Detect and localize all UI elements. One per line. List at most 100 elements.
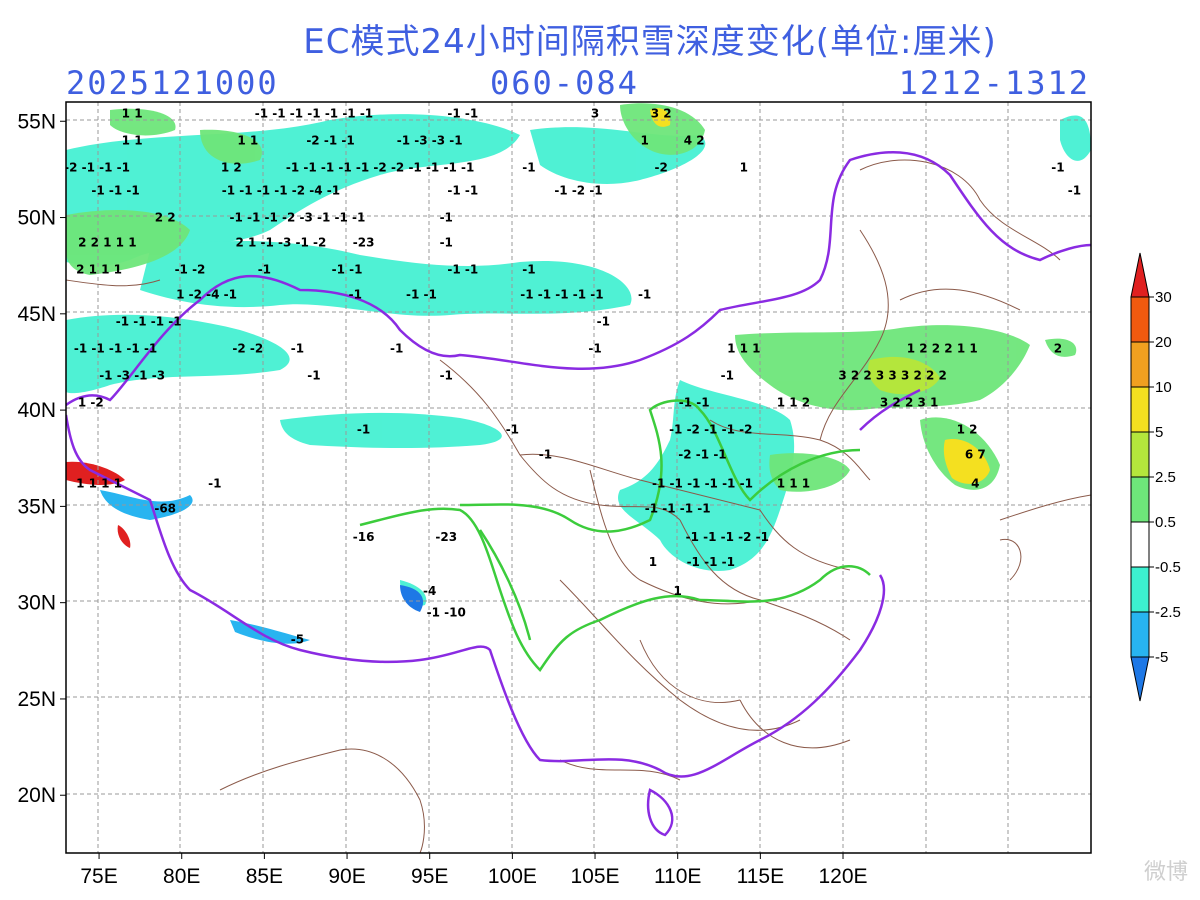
snow-value-label: 6 7: [965, 447, 986, 461]
color-bar-top-arrow: [1130, 252, 1150, 298]
snow-value-label: 1 1 1: [777, 476, 810, 490]
snow-value-label: 1 -2 -4 -1: [176, 288, 237, 302]
color-bar-segment: [1130, 521, 1150, 568]
snow-value-label: -23: [435, 530, 457, 544]
y-tick-label: 35N: [17, 495, 56, 518]
snow-value-label: -23: [353, 236, 375, 250]
snow-increase-heavy: [650, 108, 990, 484]
snow-value-label: 3 -2 -1 -1 -1: [52, 160, 130, 174]
y-tick-label: 55N: [17, 110, 56, 133]
snow-value-label: 3: [591, 107, 599, 121]
forecast-hours: 060-084: [490, 64, 639, 102]
snow-value-label: -1: [1051, 160, 1064, 174]
snow-value-label: -1: [440, 211, 453, 225]
snow-value-label: -1 -1 -1 -1 -2 -4 -1: [222, 184, 340, 198]
snow-value-label: -1 -10: [427, 605, 466, 619]
x-tick-label: 120E: [818, 865, 867, 888]
snow-value-label: -1 -2 -1 -1 -2: [669, 422, 752, 436]
snow-value-label: 4 2: [684, 134, 705, 148]
x-tick-label: 95E: [411, 865, 448, 888]
snow-value-label: -1: [539, 447, 552, 461]
color-bar-segment: [1130, 611, 1150, 658]
snow-value-label: 1 2: [957, 422, 978, 436]
snow-value-label: 1: [740, 160, 748, 174]
color-bar: 30 20 10 5 2.5 0.5 -0.5 -2.5 -5: [1130, 252, 1181, 702]
snow-value-label: 1: [640, 134, 648, 148]
snow-value-label: -1 -1 -1 -1: [645, 501, 711, 515]
snow-value-label: -1: [307, 368, 320, 382]
snow-value-label: -1: [1068, 184, 1081, 198]
snow-value-label: -1 -1: [679, 395, 710, 409]
color-bar-label: 20: [1155, 334, 1172, 351]
graticule: [66, 102, 1091, 853]
snow-value-label: -1 -3 -3 -1: [397, 134, 463, 148]
x-tick-label: 105E: [571, 865, 620, 888]
snow-value-label: -1: [440, 368, 453, 382]
x-tick-label: 90E: [328, 865, 365, 888]
snow-value-label: 1 1 2: [777, 395, 810, 409]
y-tick-label: 30N: [17, 592, 56, 615]
snow-value-label: -5: [291, 632, 304, 646]
longitude-ticks: 75E 80E 85E 90E 95E 100E 105E 110E 115E 120E: [80, 853, 868, 888]
snow-value-label: 1 -2: [78, 395, 104, 409]
snow-value-label: -1 -1: [447, 263, 478, 277]
snow-value-label: -1 -1 -1 -1 -1: [74, 341, 157, 355]
snow-value-label: -1 -1 -1: [687, 555, 735, 569]
color-bar-segment: [1130, 431, 1150, 478]
valid-period: 1212-1312: [898, 64, 1090, 102]
snow-value-label: -1: [349, 288, 362, 302]
snow-value-label: 1: [649, 555, 657, 569]
snow-value-label: -1 -2: [175, 263, 206, 277]
snow-value-label: -1 -3 -1 -3: [99, 368, 165, 382]
x-tick-label: 110E: [654, 865, 702, 888]
watermark: 微博: [1143, 860, 1188, 885]
snow-value-label: 1 1: [122, 107, 143, 121]
snow-value-label: -1: [390, 341, 403, 355]
rivers: [359, 399, 871, 672]
snow-value-label: 1: [674, 584, 682, 598]
y-tick-label: 25N: [17, 688, 56, 711]
snow-value-label: -1: [588, 341, 601, 355]
color-bar-label: 10: [1155, 379, 1172, 396]
x-tick-label: 100E: [488, 865, 537, 888]
snow-value-label: 1 2 2 2 1 1: [907, 341, 978, 355]
color-bar-label: -2.5: [1155, 604, 1181, 621]
snow-value-label: -1: [597, 315, 610, 329]
province-borders: [66, 159, 1091, 853]
latitude-ticks: 55N 50N 45N 40N 35N 30N 25N 20N: [17, 110, 66, 807]
snow-value-label: 3 2 2 3 1: [880, 395, 938, 409]
snow-value-label: -1: [638, 288, 651, 302]
snow-value-labels: 1 11 1-1 -1 -1 -1 -1 -1 -1 -1 -1 3 3 21 1 -2…: [52, 107, 1081, 647]
snow-value-label: -2 -1 -1: [678, 447, 726, 461]
snow-value-label: -1 -1: [447, 184, 478, 198]
snow-value-label: -1: [291, 341, 304, 355]
snow-value-label: -1 -1 -1 -1 -1 -1: [652, 476, 753, 490]
snow-value-label: -1 -1 -1 -2 -1: [686, 530, 769, 544]
color-bar-bottom-arrow: [1130, 656, 1150, 702]
y-tick-label: 45N: [17, 303, 56, 326]
snow-value-label: -1 -1: [332, 263, 363, 277]
snow-value-label: 2 2 1 1 1: [78, 236, 136, 250]
snow-value-label: 1 1 1: [727, 341, 760, 355]
snow-value-label: -1 -1 -1 -1: [116, 315, 182, 329]
snow-value-label: -1 -2 -1: [554, 184, 602, 198]
snow-value-label: -2 -1 -1: [306, 134, 354, 148]
snow-value-label: -1: [721, 368, 734, 382]
snow-value-label: -1 -1 -1 -2 -3 -1 -1 -1: [230, 211, 366, 225]
color-bar-segment: [1130, 341, 1150, 388]
snow-value-label: -1: [258, 263, 271, 277]
snow-value-label: -1 -1: [406, 288, 437, 302]
color-bar-label: 0.5: [1155, 514, 1176, 531]
color-bar-label: 5: [1155, 424, 1163, 441]
snow-value-label: 1 2: [221, 160, 242, 174]
color-bar-segment: [1130, 476, 1150, 523]
snow-value-label: -1: [208, 476, 221, 490]
snow-value-label: -1: [440, 236, 453, 250]
x-tick-label: 85E: [246, 865, 283, 888]
snow-value-label: -1: [357, 422, 370, 436]
snow-value-label: -4: [423, 584, 436, 598]
snow-value-label: -2: [654, 160, 667, 174]
snow-value-label: -1: [522, 263, 535, 277]
snow-value-label: 2 2: [155, 211, 176, 225]
